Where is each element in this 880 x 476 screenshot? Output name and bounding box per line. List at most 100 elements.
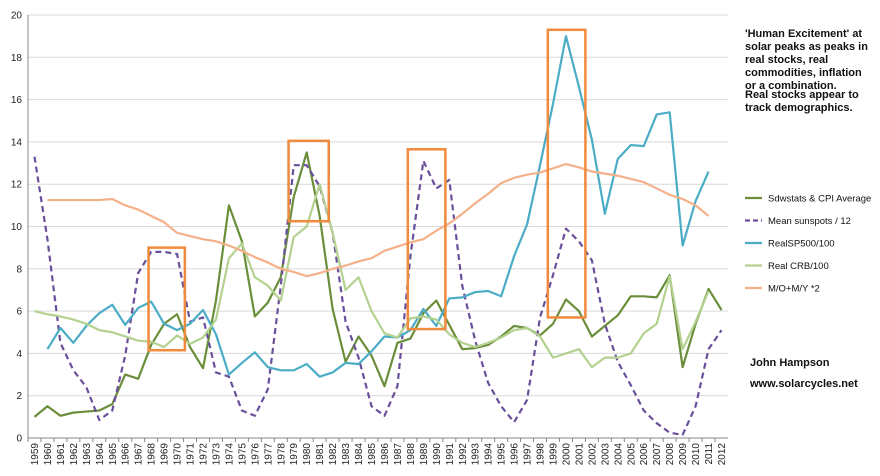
data-point [344,289,346,291]
data-point [656,323,658,325]
highlight-box [287,139,330,223]
grid-layer [28,14,728,439]
note-line: real stocks, real [745,54,828,66]
data-point [500,405,502,407]
y-tick-label: 10 [11,222,23,233]
data-point [461,213,463,215]
legend-label: M/O+M/Y *2 [768,284,820,295]
y-tick-label: 12 [11,180,23,191]
data-point [526,327,528,329]
x-tick-label: 1995 [497,443,508,466]
data-point [280,299,282,301]
data-point [435,230,437,232]
data-point [228,257,230,259]
data-point [319,183,321,185]
data-point [591,366,593,368]
x-tick-label: 1996 [510,443,521,466]
data-point [643,295,645,297]
data-point [280,276,282,278]
x-tick-label: 1966 [121,443,132,466]
data-point [604,323,606,325]
data-point [694,321,696,323]
data-point [707,288,709,290]
data-point [539,335,541,337]
x-tick-label: 2002 [587,443,598,466]
data-point [357,260,359,262]
data-point [682,366,684,368]
data-point [280,369,282,371]
data-point [669,275,671,277]
data-point [461,342,463,344]
data-point [72,199,74,201]
data-point [241,362,243,364]
data-point [215,299,217,301]
series-line [34,183,710,369]
data-point [591,170,593,172]
data-point [72,318,74,320]
data-point [370,350,372,352]
data-point [319,272,321,274]
x-tick-label: 1994 [484,443,495,466]
note-line: Real stocks appear to [745,89,859,101]
series-line [33,156,723,436]
data-point [267,302,269,304]
data-point [124,354,126,356]
x-tick-label: 1985 [367,443,378,466]
data-point [293,236,295,238]
y-tick-label: 14 [11,137,23,148]
data-point [319,215,321,217]
x-tick-label: 1990 [432,443,443,466]
x-tick-label: 2001 [574,443,585,466]
x-tick-label: 2011 [704,443,715,465]
data-point [137,307,139,309]
legend-label: Sdwstats & CPI Average [768,194,871,205]
data-point [241,250,243,252]
data-point [707,215,709,217]
data-point [137,340,139,342]
data-point [591,259,593,261]
x-tick-label: 1970 [173,443,184,466]
data-point [617,361,619,363]
data-point [578,348,580,350]
data-point [241,409,243,411]
data-point [228,376,230,378]
y-tick-label: 6 [16,307,22,318]
data-point [124,373,126,375]
data-point [707,170,709,172]
x-tick-label: 1978 [276,443,287,466]
data-point [707,348,709,350]
x-tick-label: 2009 [678,443,689,466]
data-point [254,276,256,278]
data-point [228,204,230,206]
data-point [72,342,74,344]
data-point [33,156,35,158]
x-tick-label: 2005 [626,443,637,466]
data-point [578,240,580,242]
legend-label: RealSP500/100 [768,239,835,250]
data-point [448,333,450,335]
data-point [669,111,671,113]
x-tick-label: 1998 [536,443,547,466]
data-point [630,144,632,146]
data-point [202,336,204,338]
data-point [72,412,74,414]
data-point [552,323,554,325]
data-point [435,318,437,320]
data-point [46,405,48,407]
y-tick-label: 16 [11,95,23,106]
data-point [448,324,450,326]
data-point [630,295,632,297]
data-point [59,415,61,417]
data-point [435,187,437,189]
x-tick-label: 1991 [445,443,456,466]
data-point [344,362,346,364]
data-point [539,164,541,166]
data-point [409,338,411,340]
series-4 [47,163,710,278]
data-point [293,271,295,273]
data-point [332,371,334,373]
data-point [383,250,385,252]
data-point [137,272,139,274]
data-point [215,333,217,335]
data-point [59,199,61,201]
